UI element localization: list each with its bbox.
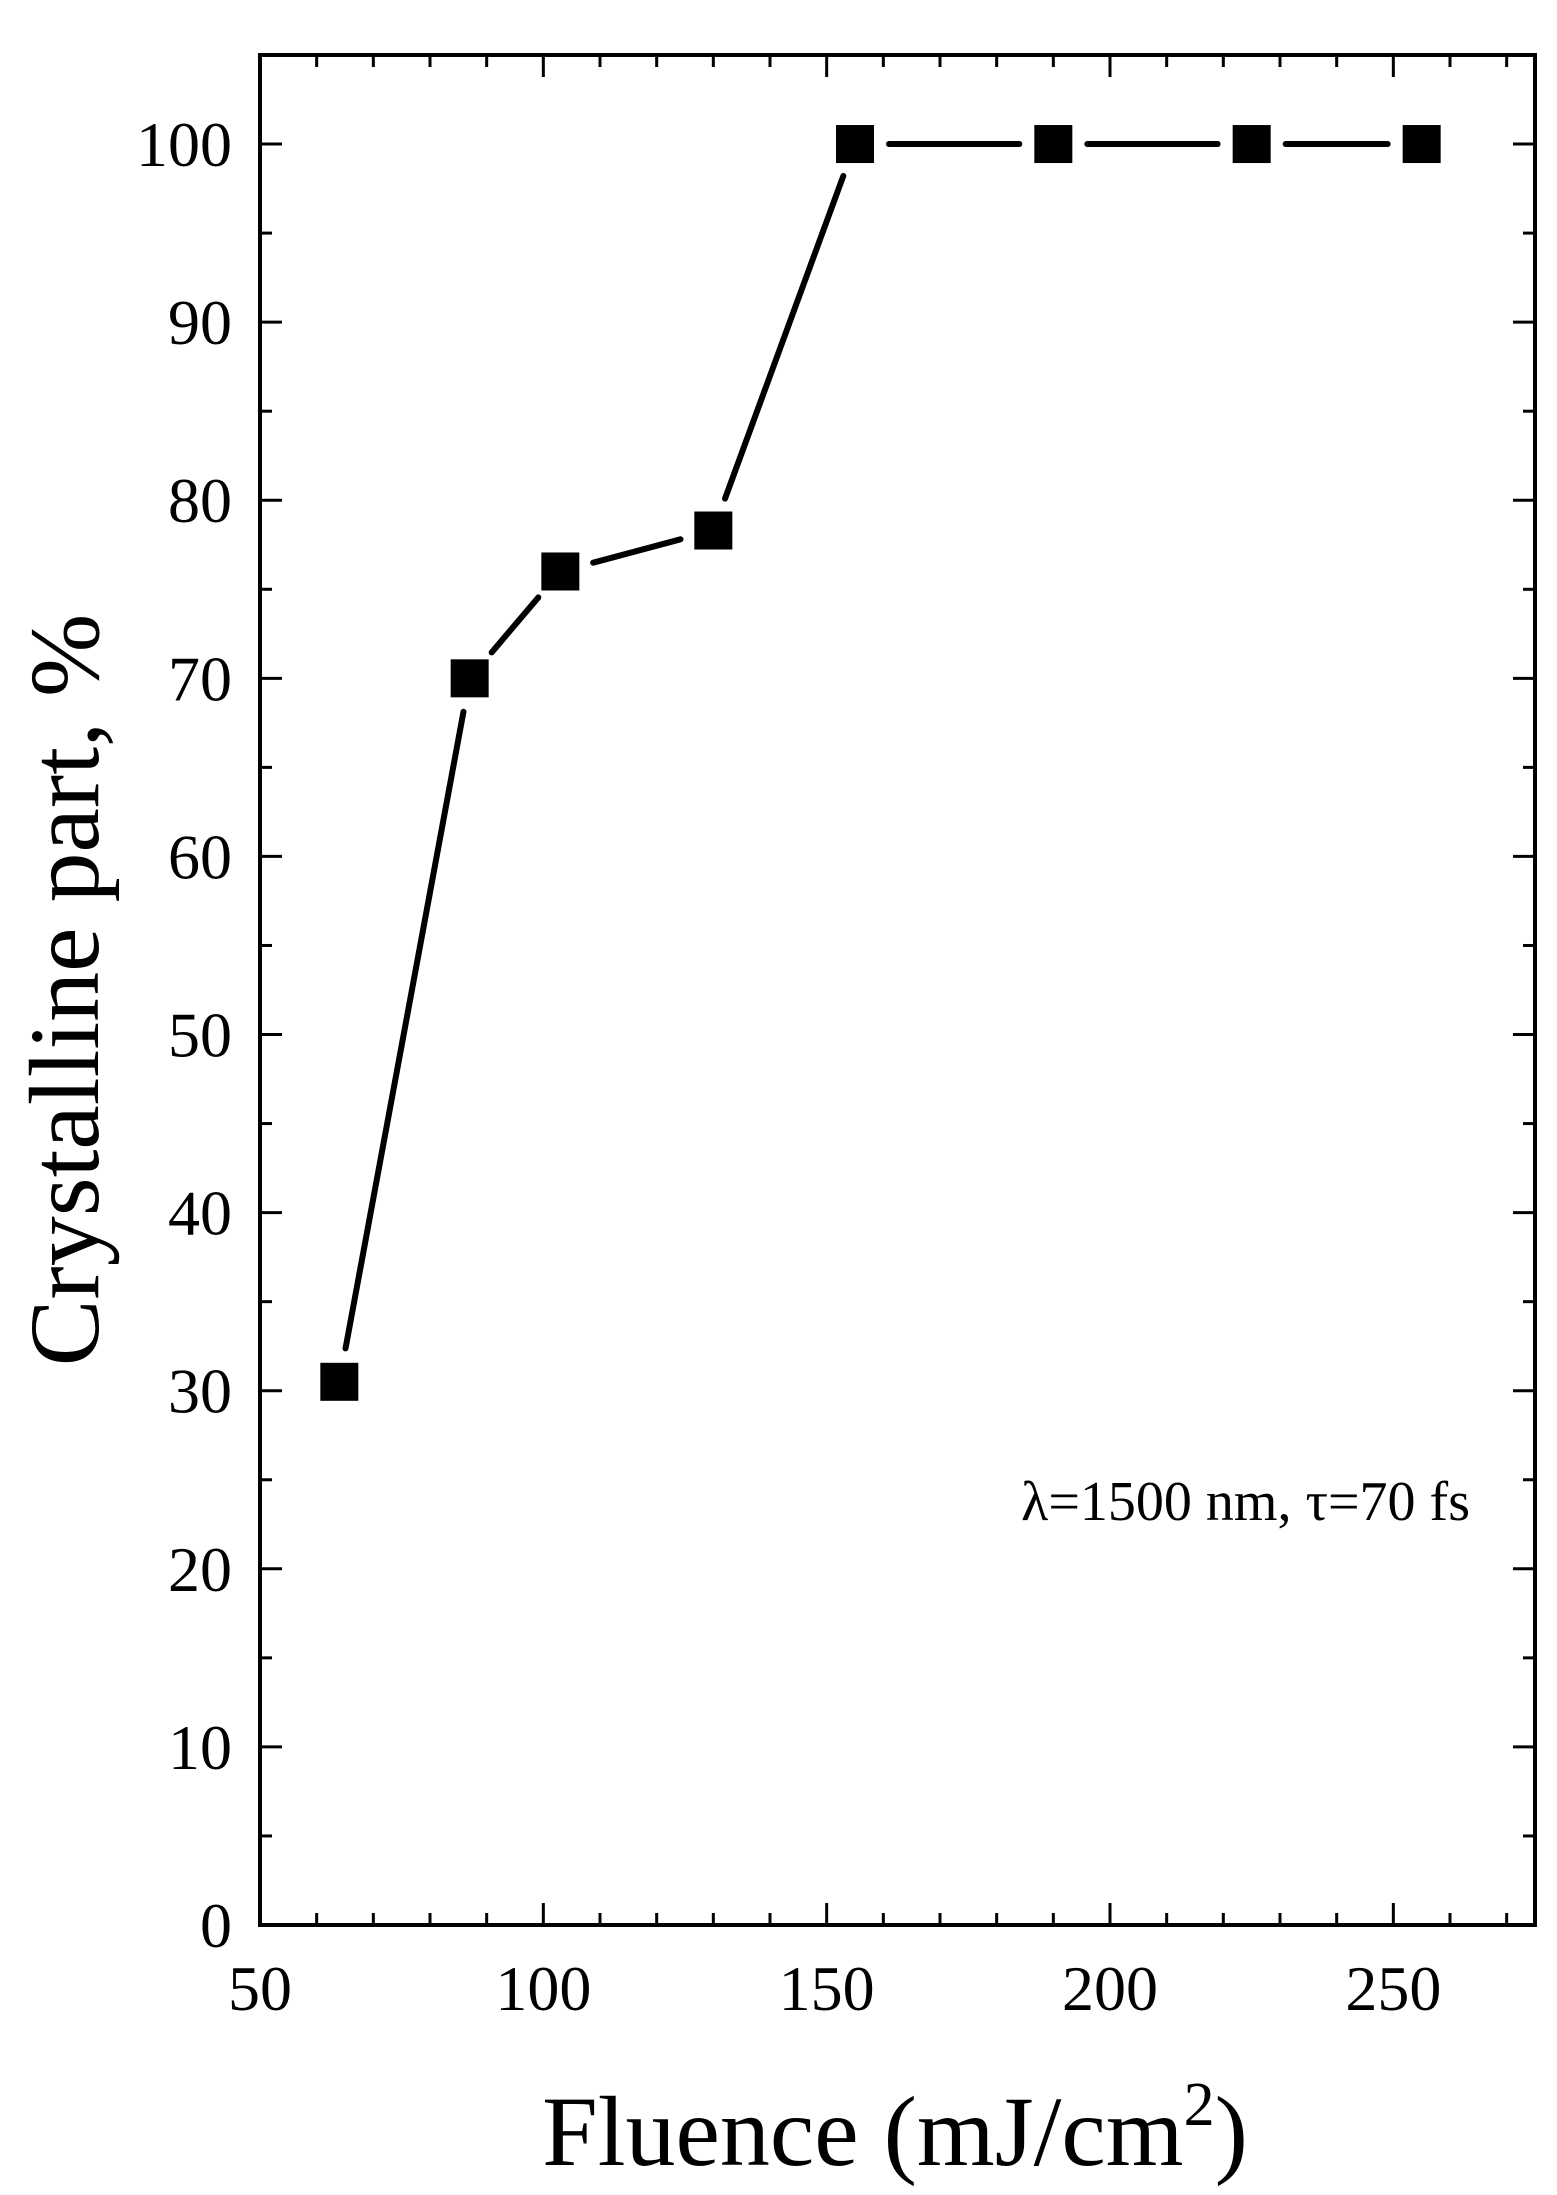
series-line-segment xyxy=(342,708,467,1352)
data-point-marker xyxy=(1232,125,1271,164)
y-tick-label: 90 xyxy=(168,287,232,358)
y-tick-label: 70 xyxy=(168,643,232,714)
x-tick-label: 100 xyxy=(495,1953,591,2024)
data-point-marker xyxy=(1402,125,1441,164)
condition-annotation: λ=1500 nm, τ=70 fs xyxy=(1021,1471,1470,1533)
data-point-marker xyxy=(450,659,489,698)
x-tick-label: 150 xyxy=(779,1953,875,2024)
y-tick-label: 10 xyxy=(168,1712,232,1783)
ticks-layer: 50 100 150 200 250 0 10 20 30 40 50 60 70 80 90 100 xyxy=(136,53,1535,2024)
series-line-segment xyxy=(590,536,684,566)
y-tick-label: 20 xyxy=(168,1534,232,1605)
x-tick-label: 50 xyxy=(228,1953,292,2024)
data-point-marker xyxy=(1034,125,1073,164)
x-tick-label: 200 xyxy=(1062,1953,1158,2024)
y-tick-label: 60 xyxy=(168,821,232,892)
x-axis-title-superscript: 2 xyxy=(1184,2071,1215,2139)
plot-frame xyxy=(258,53,1537,1927)
x-axis-title-close: ) xyxy=(1215,2076,1248,2187)
data-point-marker xyxy=(320,1362,359,1401)
x-axis-title: Fluence (mJ/cm2) xyxy=(542,2071,1248,2187)
data-point-marker xyxy=(541,552,580,591)
data-point-marker xyxy=(836,125,874,164)
x-tick-label: 250 xyxy=(1345,1953,1441,2024)
series-line-segment xyxy=(722,172,847,502)
y-tick-label: 0 xyxy=(200,1890,232,1961)
y-tick-label: 40 xyxy=(168,1178,232,1249)
y-tick-label: 50 xyxy=(168,1000,232,1071)
y-axis-title: Crystalline part, % xyxy=(9,614,120,1367)
y-tick-label: 100 xyxy=(136,109,232,180)
x-axis-title-main: Fluence (mJ/cm xyxy=(542,2076,1184,2187)
series-layer xyxy=(320,125,1441,1401)
y-tick-label: 30 xyxy=(168,1356,232,1427)
data-point-marker xyxy=(694,511,733,550)
y-tick-label: 80 xyxy=(168,465,232,536)
series-line-segment xyxy=(488,594,542,656)
